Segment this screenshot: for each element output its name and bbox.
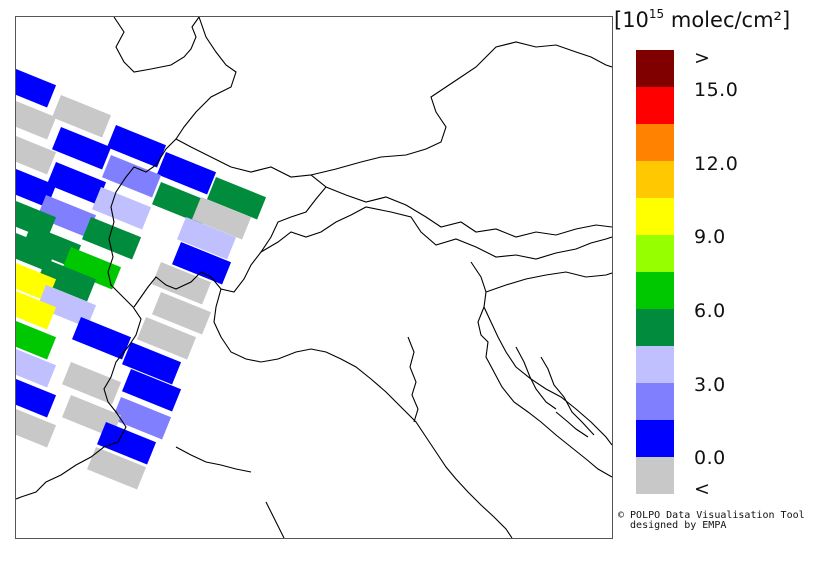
data-pixel	[16, 229, 57, 272]
scale-label-15: 15.0	[694, 79, 739, 101]
data-pixel	[92, 187, 152, 230]
data-pixel	[52, 94, 112, 138]
data-pixel	[192, 197, 252, 240]
data-pixel	[16, 405, 57, 448]
data-pixel	[157, 152, 217, 195]
coastline	[265, 501, 285, 538]
data-pixel	[62, 362, 122, 405]
scale-label-12: 12.0	[694, 153, 739, 175]
data-pixel	[16, 259, 57, 302]
coastline	[407, 336, 419, 423]
data-pixel	[122, 342, 182, 385]
coastline	[555, 411, 589, 438]
border-line	[470, 261, 612, 446]
data-pixel	[16, 287, 57, 330]
border-line	[485, 271, 612, 293]
color-scale	[636, 50, 674, 494]
data-pixel	[16, 165, 57, 208]
data-pixel	[16, 345, 57, 388]
scale-box-2	[636, 383, 674, 420]
data-pixel	[137, 317, 197, 360]
scale-box-7	[636, 198, 674, 235]
data-pixel	[22, 225, 82, 268]
scale-box-6	[636, 235, 674, 272]
data-pixel	[16, 132, 57, 175]
map-canvas	[16, 17, 612, 538]
coastline	[477, 306, 612, 478]
scale-box-4	[636, 309, 674, 346]
scale-box-1	[636, 420, 674, 457]
data-pixel	[37, 259, 97, 302]
data-pixel	[82, 217, 142, 260]
data-pixel	[62, 247, 122, 290]
data-pixel	[16, 97, 57, 140]
data-pixel	[47, 162, 107, 205]
scale-label-9: 9.0	[694, 226, 726, 248]
data-pixel	[16, 197, 57, 240]
data-pixel	[16, 317, 57, 360]
data-pixel	[102, 155, 162, 198]
credits-line-2: designed by EMPA	[618, 520, 727, 531]
data-pixel	[72, 317, 132, 360]
data-pixel	[16, 375, 57, 418]
data-pixel	[207, 176, 267, 220]
credits: © POLPO Data Visualisation Tool designed…	[618, 511, 805, 531]
credits-line-1: © POLPO Data Visualisation Tool	[618, 510, 805, 521]
scale-label-3: 3.0	[694, 374, 726, 396]
border-line	[260, 206, 612, 260]
data-pixel	[152, 292, 212, 335]
map-panel	[15, 16, 613, 539]
data-pixel	[37, 285, 97, 328]
data-pixel	[87, 447, 147, 490]
scale-box-11	[636, 50, 674, 87]
data-pixel	[16, 65, 57, 108]
data-pixel	[172, 242, 232, 285]
border-line	[113, 17, 200, 73]
scale-box-3	[636, 346, 674, 383]
scale-box-5	[636, 272, 674, 309]
coastline	[175, 446, 252, 473]
data-pixel	[97, 422, 157, 465]
data-pixel	[112, 397, 172, 440]
border-line	[175, 138, 232, 168]
coastline	[213, 288, 513, 538]
scale-label-6: 6.0	[694, 300, 726, 322]
coastline	[540, 356, 595, 436]
data-pixel	[52, 127, 112, 170]
border-line	[310, 41, 612, 176]
scale-box-0	[636, 457, 674, 494]
data-pixel	[122, 369, 182, 412]
data-pixel	[152, 262, 212, 305]
border-line	[16, 17, 237, 500]
legend-title: [1015 molec/cm²]	[614, 7, 791, 32]
scale-box-8	[636, 161, 674, 198]
data-pixel	[37, 194, 97, 238]
border-line	[325, 186, 612, 238]
scale-label-over: >	[694, 47, 711, 69]
scale-label-0: 0.0	[694, 447, 726, 469]
scale-box-9	[636, 124, 674, 161]
data-pixel	[177, 217, 237, 260]
data-pixel	[107, 125, 167, 168]
scale-box-10	[636, 87, 674, 124]
scale-label-under: <	[694, 478, 711, 500]
coastline	[515, 346, 557, 410]
